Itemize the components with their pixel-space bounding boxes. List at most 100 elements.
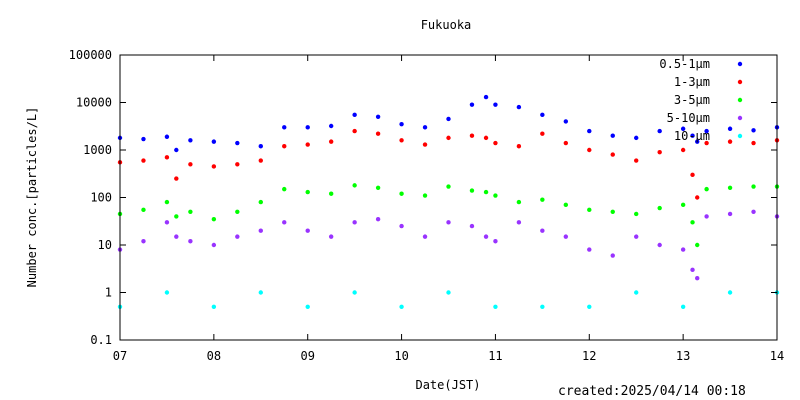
data-point (751, 128, 756, 133)
data-point (305, 125, 310, 130)
data-point (704, 140, 709, 146)
data-point (657, 205, 662, 211)
x-tick-label: 10 (394, 349, 408, 363)
data-point (587, 304, 592, 309)
data-point (375, 185, 381, 191)
data-point (305, 189, 310, 195)
data-point (563, 119, 569, 124)
data-point (483, 234, 489, 239)
data-point (375, 114, 381, 119)
chart-title: Fukuoka (421, 18, 472, 32)
data-point (469, 102, 475, 107)
series-3-points (117, 209, 780, 281)
legend-label: 5-10μm (667, 111, 710, 125)
data-point (657, 242, 662, 248)
legend-label: 3-5μm (674, 93, 710, 107)
data-point (727, 290, 733, 295)
data-point (516, 220, 522, 225)
data-point (258, 144, 263, 149)
data-point (469, 188, 475, 193)
data-point (164, 199, 170, 205)
y-tick-label: 0.1 (90, 333, 112, 347)
data-point (352, 220, 357, 225)
data-point (352, 112, 357, 118)
x-tick-label: 13 (676, 349, 690, 363)
data-point (657, 128, 662, 134)
data-point (680, 126, 686, 131)
created-timestamp: created:2025/04/14 00:18 (558, 384, 746, 399)
data-point (587, 247, 592, 252)
legend-marker (737, 79, 743, 85)
data-point (634, 234, 639, 239)
data-point (634, 158, 639, 163)
data-point (634, 135, 639, 141)
data-point (634, 211, 639, 217)
data-point (375, 216, 381, 222)
data-point (446, 184, 451, 189)
data-point (680, 202, 686, 208)
data-point (680, 147, 686, 153)
data-point (446, 290, 451, 295)
data-point (328, 234, 334, 239)
data-point (704, 214, 709, 219)
series-0-points (117, 94, 780, 153)
data-point (211, 139, 217, 144)
data-point (422, 234, 428, 239)
data-point (235, 234, 240, 239)
data-point (258, 158, 263, 163)
data-point (211, 216, 217, 222)
y-tick-label: 100 (90, 191, 112, 205)
legend-marker (737, 133, 743, 139)
data-point (610, 253, 615, 258)
data-point (141, 136, 146, 142)
y-tick-label: 100000 (69, 48, 112, 62)
data-point (751, 209, 756, 214)
series-1-points (117, 128, 780, 200)
data-point (211, 164, 217, 169)
data-point (690, 172, 695, 178)
data-point (493, 140, 498, 146)
data-point (352, 290, 357, 295)
data-point (399, 304, 404, 309)
data-point (328, 123, 334, 129)
series-2-points (117, 183, 780, 248)
data-point (141, 158, 146, 163)
data-point (727, 185, 733, 191)
data-point (235, 140, 240, 146)
data-point (610, 133, 615, 138)
x-ticks: 07 08 09 10 11 12 13 14 (113, 55, 784, 363)
data-point (657, 149, 662, 155)
data-points (117, 94, 780, 309)
data-point (174, 234, 179, 239)
data-point (727, 211, 733, 217)
data-point (727, 126, 733, 131)
data-point (399, 191, 404, 196)
data-point (727, 139, 733, 144)
data-point (174, 214, 179, 219)
data-point (695, 242, 700, 248)
data-point (587, 207, 592, 213)
data-point (305, 228, 310, 233)
data-point (164, 290, 170, 295)
data-point (258, 199, 263, 205)
data-point (540, 131, 545, 136)
data-point (352, 128, 357, 134)
data-point (680, 304, 686, 309)
data-point (282, 186, 287, 192)
data-point (258, 228, 263, 233)
data-point (483, 189, 489, 195)
y-tick-label: 10000 (76, 96, 112, 110)
data-point (469, 133, 475, 138)
data-point (493, 239, 498, 244)
data-point (188, 209, 193, 214)
data-point (422, 193, 428, 198)
data-point (563, 202, 569, 208)
x-tick-label: 11 (488, 349, 502, 363)
data-point (469, 223, 475, 229)
data-point (751, 140, 756, 146)
data-point (211, 304, 217, 309)
data-point (174, 176, 179, 181)
legend-marker (737, 61, 743, 67)
data-point (540, 228, 545, 233)
